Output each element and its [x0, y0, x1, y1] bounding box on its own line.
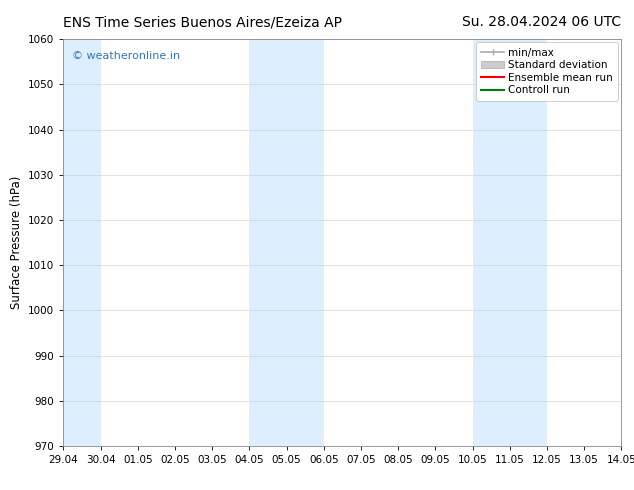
Text: Su. 28.04.2024 06 UTC: Su. 28.04.2024 06 UTC: [462, 15, 621, 29]
Y-axis label: Surface Pressure (hPa): Surface Pressure (hPa): [10, 176, 23, 309]
Text: © weatheronline.in: © weatheronline.in: [72, 51, 180, 61]
Bar: [249, 39, 324, 446]
Text: ENS Time Series Buenos Aires/Ezeiza AP: ENS Time Series Buenos Aires/Ezeiza AP: [63, 15, 342, 29]
Bar: [63, 39, 101, 446]
Bar: [472, 39, 547, 446]
Legend: min/max, Standard deviation, Ensemble mean run, Controll run: min/max, Standard deviation, Ensemble me…: [476, 42, 618, 100]
